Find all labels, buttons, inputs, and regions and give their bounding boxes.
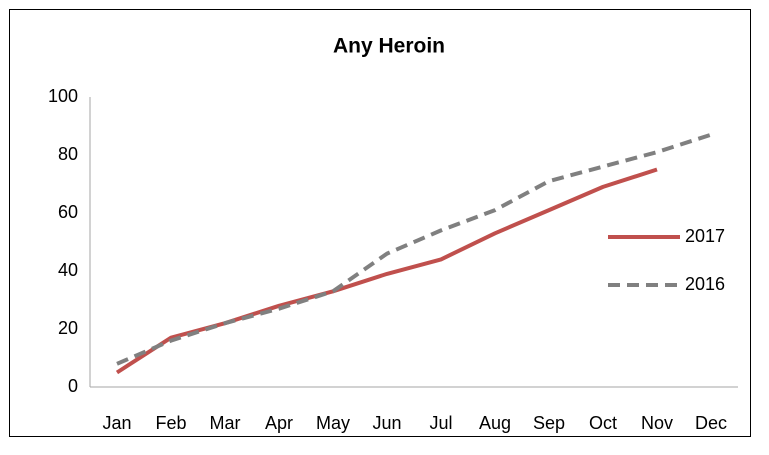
- chart-frame: [9, 9, 751, 437]
- y-tick-label: 80: [58, 144, 78, 164]
- x-tick-label: May: [316, 413, 350, 433]
- x-tick-label: Aug: [479, 413, 511, 433]
- y-tick-label: 60: [58, 202, 78, 222]
- legend-label: 2016: [685, 274, 725, 294]
- y-tick-label: 0: [68, 376, 78, 396]
- series-line: [116, 132, 712, 366]
- x-tick-label: Sep: [533, 413, 565, 433]
- y-tick-label: 40: [58, 260, 78, 280]
- x-tick-label: Jan: [102, 413, 131, 433]
- x-tick-label: Feb: [155, 413, 186, 433]
- x-tick-label: Nov: [641, 413, 673, 433]
- y-tick-label: 100: [48, 86, 78, 106]
- x-tick-label: Jun: [372, 413, 401, 433]
- x-tick-label: Jul: [429, 413, 452, 433]
- chart-title: Any Heroin: [333, 35, 445, 58]
- legend-label: 2017: [685, 226, 725, 246]
- y-tick-label: 20: [58, 318, 78, 338]
- x-tick-label: Oct: [589, 413, 617, 433]
- x-tick-label: Apr: [265, 413, 293, 433]
- x-tick-label: Dec: [695, 413, 727, 433]
- x-tick-label: Mar: [210, 413, 241, 433]
